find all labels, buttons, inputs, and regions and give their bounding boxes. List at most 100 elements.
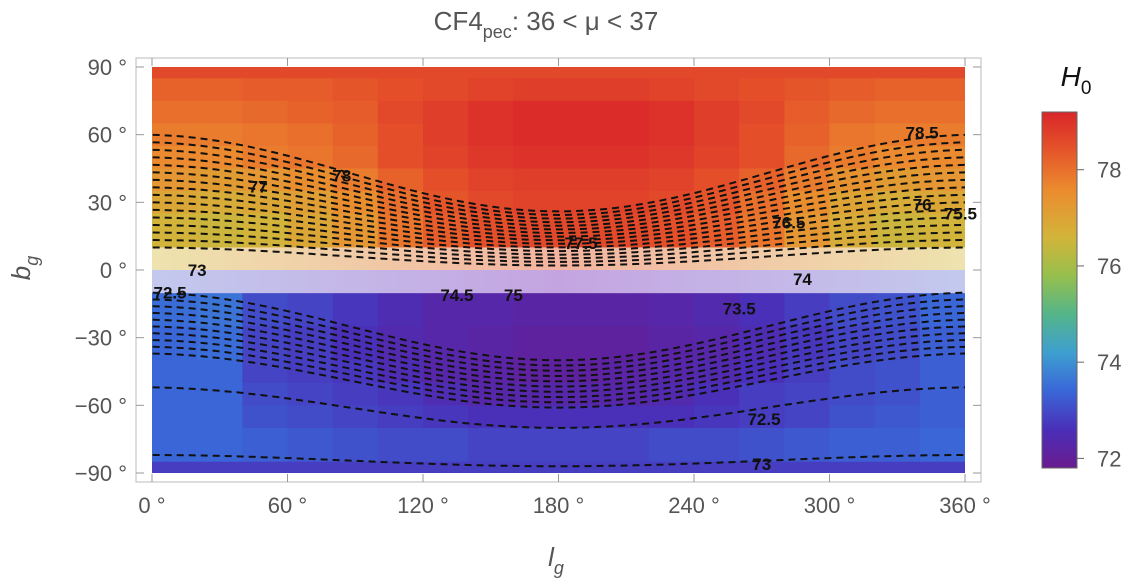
heatmap-cell: [558, 326, 605, 361]
heatmap-cell: [152, 145, 198, 170]
contour-label: 76: [913, 196, 932, 215]
colorbar-title: H0: [1061, 61, 1092, 99]
heatmap-cell: [694, 78, 740, 102]
heatmap-cell: [603, 78, 650, 102]
colorbar-tick-label: 72: [1097, 446, 1121, 471]
contour-line-north: [152, 223, 965, 256]
y-tick-label: 0 °: [100, 258, 127, 283]
heatmap-cell: [874, 461, 921, 473]
x-axis-title-main: l: [548, 542, 555, 572]
heatmap-cell: [558, 78, 605, 102]
heatmap-cell: [152, 168, 198, 192]
chart-title: CF4pec: 36 < μ < 37: [434, 6, 659, 42]
heatmap-cell: [739, 427, 785, 463]
heatmap-cell: [829, 405, 876, 429]
heatmap-cell: [468, 168, 514, 192]
heatmap-cell: [197, 67, 243, 79]
contour-line-north: [152, 141, 965, 217]
heatmap-cell: [152, 78, 198, 102]
heatmap-cell: [468, 292, 514, 327]
contour-line-south: [152, 339, 965, 399]
heatmap-cell: [197, 78, 243, 102]
heatmap-cell: [242, 100, 289, 124]
heatmap-cell: [197, 123, 243, 147]
contour-line-north: [152, 156, 965, 224]
heatmap-cell: [468, 405, 514, 429]
heatmap-cell: [152, 360, 198, 384]
heatmap-cell: [603, 405, 650, 429]
heatmap-cell: [648, 360, 695, 384]
heatmap-cell: [784, 292, 831, 327]
heatmap-cell: [332, 461, 379, 473]
heatmap-cell: [423, 326, 469, 361]
heatmap-cell: [648, 67, 695, 79]
contour-line-north: [152, 216, 965, 253]
heatmap-cell: [287, 67, 334, 79]
heatmap-cell: [558, 67, 605, 79]
heatmap-cell: [377, 427, 424, 463]
heatmap-cell: [332, 405, 379, 429]
heatmap-cell: [603, 427, 650, 463]
heatmap-cell: [423, 168, 469, 192]
heatmap-cell: [287, 145, 334, 170]
contour-label: 73: [188, 261, 207, 280]
colorbar: [1041, 111, 1078, 469]
contour-lines: [152, 133, 965, 468]
heatmap-cell: [152, 405, 198, 429]
y-tick-label: −60 °: [75, 393, 127, 418]
heatmap-cell: [513, 326, 560, 361]
heatmap-cell: [874, 78, 921, 102]
heatmap-cell: [377, 461, 424, 473]
heatmap-cell: [287, 78, 334, 102]
y-axis-title: bg: [6, 256, 42, 280]
heatmap-cell: [784, 100, 831, 124]
heatmap-cell: [377, 168, 424, 192]
heatmap-cell: [513, 292, 560, 327]
heatmap-cell: [287, 326, 334, 361]
heatmap-cell: [152, 123, 198, 147]
heatmap-cell: [829, 78, 876, 102]
heatmap-cell: [423, 123, 469, 147]
heatmap-cell: [332, 123, 379, 147]
colorbar-title-sub: 0: [1081, 78, 1092, 99]
contour-label: 74.5: [440, 286, 473, 305]
contour-line-south: [152, 305, 965, 372]
heatmap-cell: [558, 123, 605, 147]
x-tick-label: 180 °: [533, 493, 585, 518]
heatmap-cell: [197, 461, 243, 473]
heatmap-cell: [784, 123, 831, 147]
heatmap-cell: [694, 427, 740, 463]
heatmap-cell: [423, 67, 469, 79]
heatmap-cell: [603, 292, 650, 327]
heatmap-cell: [152, 191, 198, 215]
heatmap-cell: [197, 100, 243, 124]
contour-line-extra: [152, 386, 965, 429]
y-tick-label: 60 °: [88, 123, 127, 148]
heatmap-cell: [242, 67, 289, 79]
heatmap-cell: [513, 145, 560, 170]
heatmap-cell: [377, 382, 424, 406]
contour-line-south: [152, 345, 965, 404]
x-tick-label: 0 °: [138, 493, 165, 518]
heatmap-cell: [377, 78, 424, 102]
heatmap-cell: [468, 427, 514, 463]
heatmap-cell: [603, 67, 650, 79]
heatmap-cell: [919, 405, 965, 429]
contour-label: 77: [249, 178, 268, 197]
colorbar-tick-label: 76: [1097, 254, 1121, 279]
contour-label: 76.5: [772, 214, 805, 233]
heatmap-cell: [197, 145, 243, 170]
heatmap-cell: [739, 145, 785, 170]
heatmap-cell: [784, 405, 831, 429]
heatmap-cell: [423, 405, 469, 429]
contour-line-south: [152, 318, 965, 383]
heatmap-cell: [558, 382, 605, 406]
heatmap-cell: [603, 100, 650, 124]
heatmap-cell: [423, 78, 469, 102]
heatmap-cell: [377, 100, 424, 124]
heatmap-cell: [423, 461, 469, 473]
chart-title-prefix: CF4: [434, 6, 483, 36]
heatmap-cell: [468, 145, 514, 170]
contour-label: 78.5: [906, 123, 939, 142]
